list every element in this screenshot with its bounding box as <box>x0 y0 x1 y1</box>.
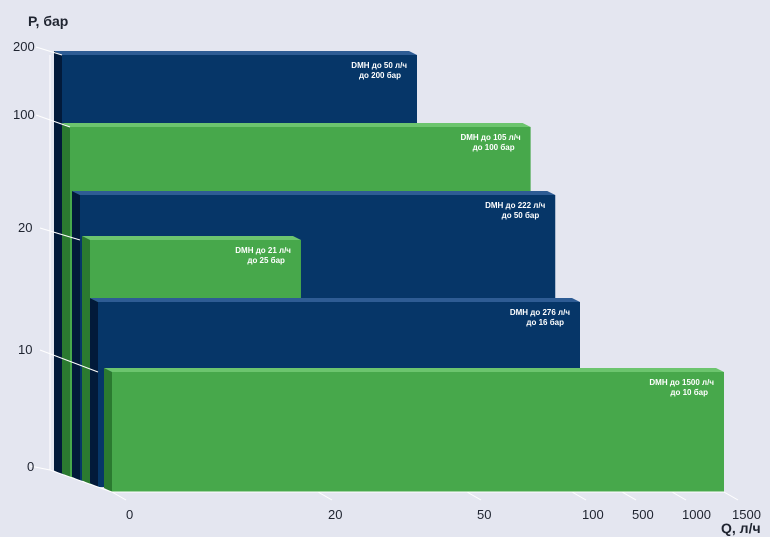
x-tick-line <box>466 491 482 501</box>
x-axis-title: Q, л/ч <box>721 520 761 536</box>
y-tick-line <box>39 227 81 241</box>
x-tick-label: 1000 <box>682 507 711 522</box>
x-tick-label: 20 <box>328 507 342 522</box>
bar-label-line1: DMH до 50 л/ч <box>351 61 407 70</box>
bar-label-line2: до 200 бар <box>359 71 401 80</box>
bar-label-line2: до 10 бар <box>670 388 708 397</box>
x-tick-labels: 0 20 50 100 500 1000 1500 <box>126 507 761 522</box>
bar-side-face <box>62 123 70 478</box>
x-tick-label: 100 <box>582 507 604 522</box>
bar-side-face <box>82 236 90 485</box>
x-tick-label: 500 <box>632 507 654 522</box>
y-tick-labels: 200 100 20 10 0 <box>13 39 35 474</box>
bar-label-line2: до 50 бар <box>502 211 540 220</box>
y-tick-label: 200 <box>13 39 35 54</box>
depth-axis-line <box>49 469 113 493</box>
x-tick-line <box>723 491 739 501</box>
bar-label-line1: DMH до 21 л/ч <box>235 246 291 255</box>
x-tick-line <box>621 491 637 501</box>
bar-side-face <box>104 368 112 492</box>
bar-top-face <box>54 51 417 55</box>
bar-label-line2: до 16 бар <box>526 318 564 327</box>
bar-top-face <box>62 123 531 127</box>
bar-side-face <box>72 191 80 481</box>
x-tick-line <box>111 491 127 501</box>
x-tick-line <box>317 491 333 501</box>
x-tick-label: 0 <box>126 507 133 522</box>
bar-label-line1: DMH до 105 л/ч <box>460 133 521 142</box>
bar-label-line2: до 25 бар <box>247 256 285 265</box>
bar-label-line1: DMH до 276 л/ч <box>510 308 571 317</box>
y-tick-label: 0 <box>27 459 34 474</box>
y-tick-label: 100 <box>13 107 35 122</box>
bar-6: DMH до 1500 л/чдо 10 бар <box>104 368 724 492</box>
y-axis-title: P, бар <box>28 13 68 29</box>
bar-front-face <box>112 372 724 492</box>
bar-label-line2: до 100 бар <box>473 143 515 152</box>
y-tick-line <box>39 349 99 373</box>
x-tick-label: 50 <box>477 507 491 522</box>
bar-top-face <box>72 191 556 195</box>
bar-label-line1: DMH до 222 л/ч <box>485 201 546 210</box>
y-tick-line <box>29 465 51 471</box>
bar-top-face <box>82 236 301 240</box>
y-tick-line <box>35 114 71 128</box>
x-tick-line <box>671 491 687 501</box>
y-tick-label: 10 <box>18 342 32 357</box>
y-tick-label: 20 <box>18 220 32 235</box>
bar-top-face <box>90 298 580 302</box>
x-tick-line <box>571 491 587 501</box>
bar-side-face <box>54 51 62 475</box>
x-tick-label: 1500 <box>732 507 761 522</box>
y-tick-line <box>35 46 63 56</box>
bar-side-face <box>90 298 98 488</box>
bar-label-line1: DMH до 1500 л/ч <box>649 378 714 387</box>
axis-layer <box>29 46 739 501</box>
bar-top-face <box>104 368 724 372</box>
